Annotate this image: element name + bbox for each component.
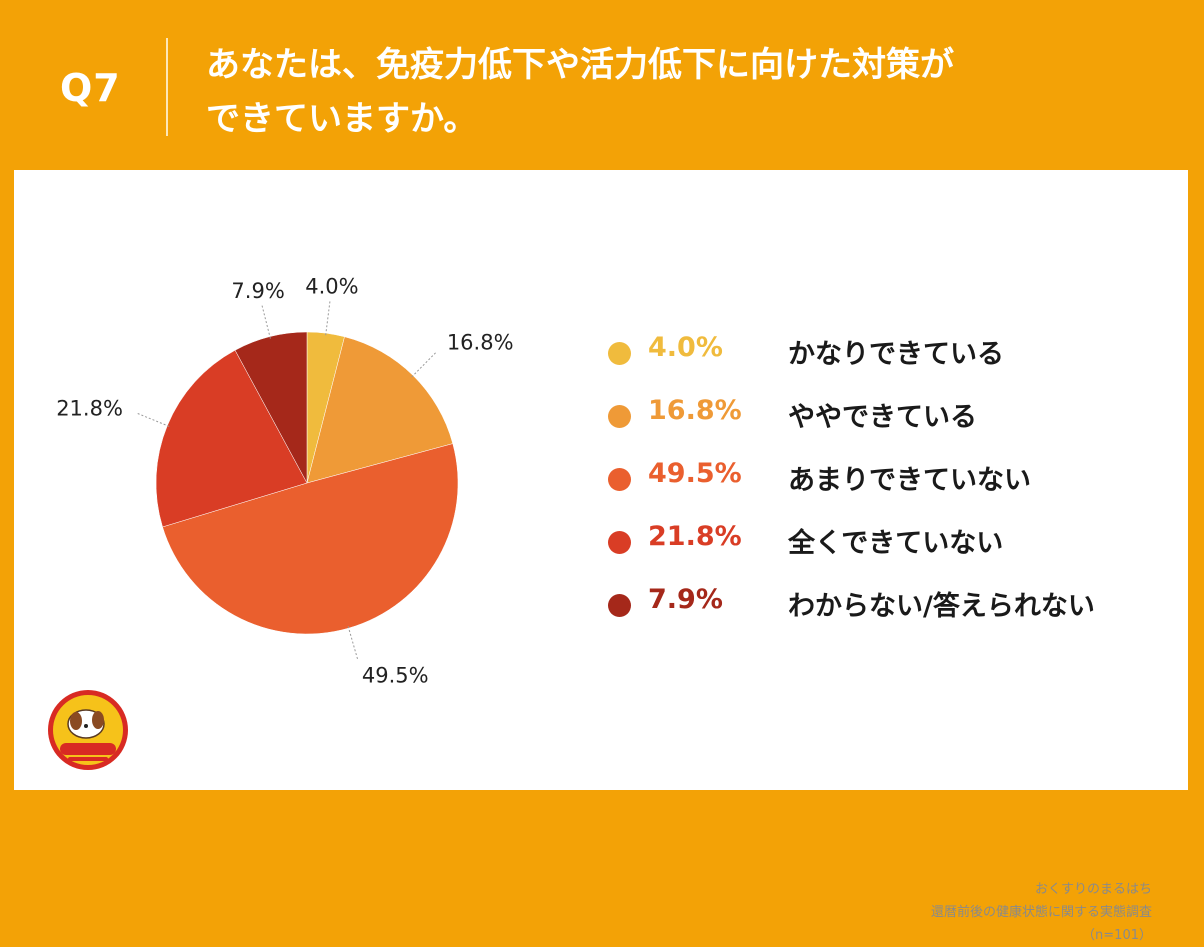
legend-label: わからない/答えられない xyxy=(788,591,1095,622)
legend-item: 49.5% あまりできていない xyxy=(608,456,1168,519)
legend-dot xyxy=(608,531,631,554)
legend-value: 49.5% xyxy=(648,458,742,489)
legend-value: 16.8% xyxy=(648,395,742,426)
source-sample-size: （n=101） xyxy=(1082,928,1152,943)
legend-label: あまりできていない xyxy=(788,465,1031,496)
header: Q7 あなたは、免疫力低下や活力低下に向けた対策が できていますか。 xyxy=(0,0,1204,170)
header-divider xyxy=(166,38,168,136)
source-survey-title: 還暦前後の健康状態に関する実態調査 xyxy=(930,905,1152,920)
legend-item: 4.0% かなりできている xyxy=(608,330,1168,393)
pie-slice xyxy=(234,331,308,484)
legend-dot xyxy=(608,405,631,428)
question-number: Q7 xyxy=(60,66,121,110)
pie-slice xyxy=(306,336,454,484)
brand-logo xyxy=(48,690,128,770)
legend-dot xyxy=(608,468,631,491)
slice-label: 49.5% xyxy=(362,663,429,687)
legend-value: 4.0% xyxy=(648,332,723,363)
leader-line xyxy=(261,303,271,339)
slice-label: 21.8% xyxy=(56,396,123,420)
legend-value: 21.8% xyxy=(648,521,742,552)
question-line-1: あなたは、免疫力低下や活力低下に向けた対策が xyxy=(206,45,954,85)
leader-line xyxy=(347,626,359,661)
question-line-2: できていますか。 xyxy=(206,99,478,139)
legend-label: ややできている xyxy=(788,402,977,433)
chart-panel: 4.0% 16.8% 49.5% 21.8% 7.9% 4.0% かなりできている 16… xyxy=(14,170,1188,943)
legend-label: 全くできていない xyxy=(788,528,1004,559)
legend-item: 21.8% 全くできていない xyxy=(608,519,1168,582)
pie-chart: 4.0% 16.8% 49.5% 21.8% 7.9% xyxy=(56,275,514,688)
slice-label: 16.8% xyxy=(447,330,514,354)
slice-label: 7.9% xyxy=(231,279,284,303)
legend-item: 7.9% わからない/答えられない xyxy=(608,582,1168,645)
source-note: おくすりのまるはち 還暦前後の健康状態に関する実態調査 （n=101） xyxy=(931,878,1152,947)
source-brand: おくすりのまるはち xyxy=(1034,882,1152,897)
leader-line xyxy=(325,299,331,336)
leader-line xyxy=(411,351,438,378)
legend-value: 7.9% xyxy=(648,584,723,615)
leader-line xyxy=(135,412,170,427)
legend-label: かなりできている xyxy=(788,339,1004,370)
legend: 4.0% かなりできている 16.8% ややできている 49.5% あまりできて… xyxy=(608,330,1168,645)
legend-item: 16.8% ややできている xyxy=(608,393,1168,456)
pie-slice xyxy=(162,443,459,635)
slice-label: 4.0% xyxy=(305,275,358,299)
legend-dot xyxy=(608,342,631,365)
question-text: あなたは、免疫力低下や活力低下に向けた対策が できていますか。 xyxy=(206,38,1106,146)
legend-dot xyxy=(608,594,631,617)
